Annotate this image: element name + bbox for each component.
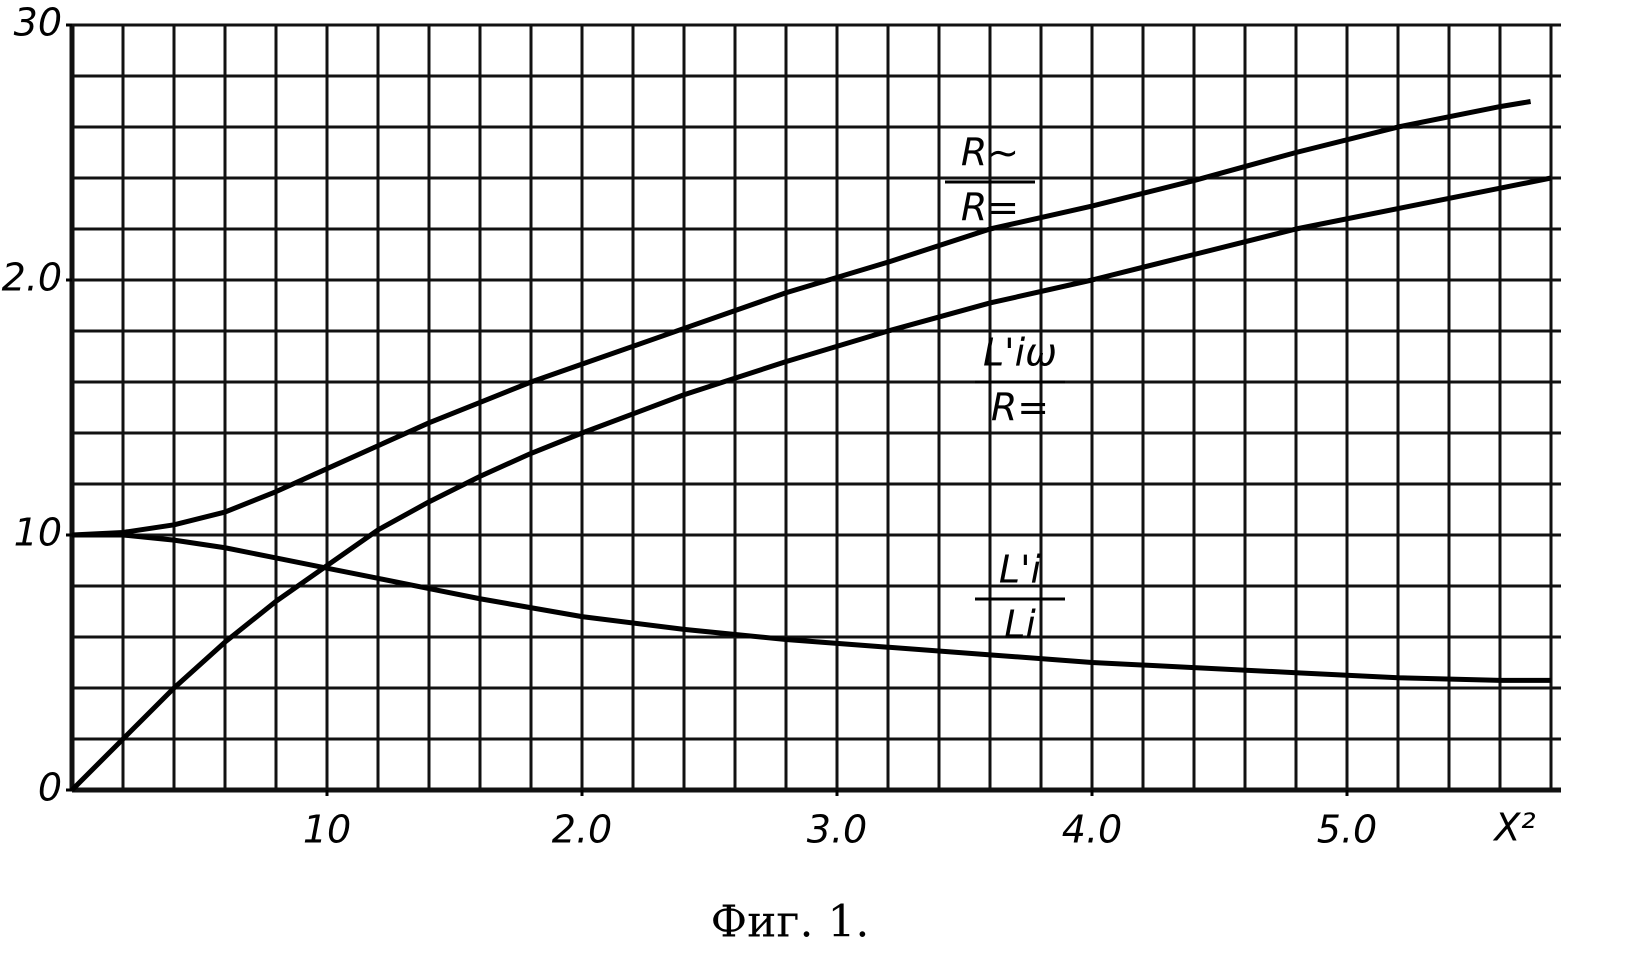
series-label-bottom: Li	[1004, 603, 1036, 647]
y-tick-label: 10	[14, 511, 62, 555]
series-label-bottom: R=	[991, 386, 1049, 430]
x-tick-label: 10	[303, 808, 351, 852]
x-tick-label: 2.0	[552, 808, 612, 852]
series-label-top: L'iω	[983, 331, 1057, 375]
series-line	[72, 532, 1551, 683]
caption: Фиг. 1.	[711, 897, 870, 948]
x-axis-label: X²	[1492, 806, 1535, 850]
series-label-bottom: R=	[961, 186, 1019, 230]
series-label-top: L'i	[999, 548, 1042, 592]
series-line	[70, 175, 1552, 792]
x-tick-label: 3.0	[807, 808, 867, 852]
series-label-top: R~	[961, 131, 1019, 175]
x-tick-label: 4.0	[1062, 808, 1122, 852]
y-tick-label: 0	[38, 766, 62, 810]
series-line	[71, 99, 1532, 538]
y-tick-label: 2.0	[2, 256, 62, 300]
x-tick-label: 5.0	[1317, 808, 1377, 852]
y-tick-label: 30	[14, 1, 62, 45]
